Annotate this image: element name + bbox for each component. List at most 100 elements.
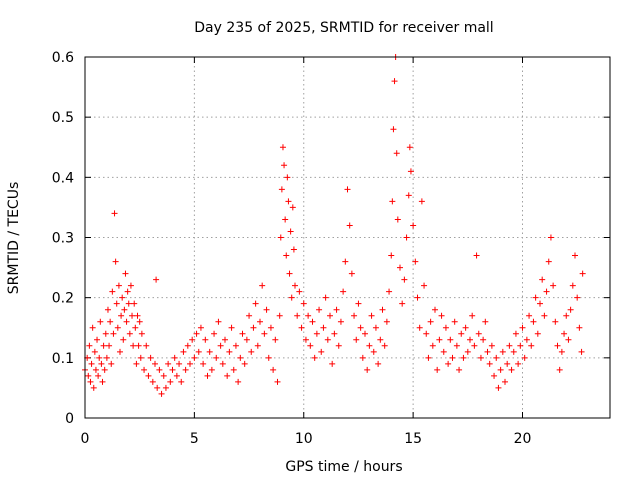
data-point (425, 354, 432, 361)
data-point (412, 258, 419, 265)
data-point (257, 318, 263, 325)
data-point (158, 390, 165, 397)
data-point (506, 342, 513, 349)
data-point (471, 342, 478, 349)
data-point (499, 348, 506, 355)
data-point (261, 330, 268, 337)
data-point (138, 330, 145, 337)
data-point (346, 222, 353, 229)
data-point (122, 270, 129, 277)
data-point (270, 366, 277, 373)
data-point (284, 174, 291, 181)
data-point (368, 312, 375, 319)
data-point (130, 342, 137, 349)
data-point (517, 342, 524, 349)
data-point (86, 342, 93, 349)
data-point (104, 306, 111, 313)
data-point (152, 360, 158, 367)
data-point (351, 312, 358, 319)
data-point (340, 288, 347, 295)
data-point (239, 330, 246, 337)
data-point (111, 210, 118, 217)
data-point (296, 288, 303, 295)
data-point (120, 336, 127, 343)
data-point (394, 216, 401, 223)
data-point (156, 366, 163, 373)
data-point (171, 354, 178, 361)
data-point (97, 318, 104, 325)
data-point (331, 330, 338, 337)
data-point (202, 336, 209, 343)
data-point (132, 324, 139, 331)
data-point (372, 324, 379, 331)
data-point (477, 354, 484, 361)
data-point (480, 336, 487, 343)
data-point (414, 294, 421, 301)
data-point (289, 204, 296, 211)
data-point (307, 342, 314, 349)
data-point (250, 324, 257, 331)
y-tick-label: 0.6 (52, 50, 74, 66)
data-point (320, 324, 327, 331)
data-point (467, 336, 473, 343)
data-point (147, 354, 154, 361)
data-point (127, 282, 134, 289)
data-point (370, 348, 377, 355)
data-point (447, 336, 454, 343)
data-point (475, 330, 482, 337)
data-point (92, 366, 99, 373)
data-point (547, 234, 554, 241)
data-point (106, 342, 113, 349)
data-point (126, 330, 133, 337)
data-point (114, 324, 121, 331)
data-point (281, 162, 288, 169)
data-point (574, 294, 581, 301)
x-tick-label: 20 (514, 431, 532, 447)
data-point (366, 342, 373, 349)
y-tick-label: 0.1 (52, 351, 74, 367)
data-point (429, 342, 436, 349)
data-point (379, 306, 386, 313)
data-point (169, 366, 176, 373)
data-point (226, 348, 233, 355)
data-point (283, 252, 290, 259)
data-point (403, 234, 410, 241)
data-point (102, 330, 109, 337)
data-point (364, 366, 371, 373)
y-tick-label: 0.3 (52, 231, 74, 247)
data-point (578, 348, 585, 355)
data-point (543, 288, 550, 295)
data-point (491, 372, 498, 379)
data-point (162, 384, 169, 391)
data-point (309, 318, 316, 325)
data-point (187, 360, 193, 367)
data-point (217, 342, 224, 349)
data-point (145, 372, 152, 379)
plot-frame (84, 56, 611, 419)
data-point (484, 348, 491, 355)
data-point (208, 366, 215, 373)
data-point (153, 276, 160, 283)
data-point (407, 168, 414, 175)
data-point (265, 354, 272, 361)
data-point (89, 324, 96, 331)
data-point (178, 378, 185, 385)
data-point (100, 342, 107, 349)
data-point (421, 282, 428, 289)
data-point (136, 318, 143, 325)
data-point (173, 372, 180, 379)
data-point (576, 324, 583, 331)
data-point (292, 282, 298, 289)
data-point (359, 354, 366, 361)
data-point (554, 342, 561, 349)
data-point (556, 366, 563, 373)
data-point (519, 324, 526, 331)
data-point (95, 372, 102, 379)
data-point (563, 312, 570, 319)
data-point (288, 294, 295, 301)
data-point (545, 258, 552, 265)
data-point (550, 282, 557, 289)
data-point (135, 342, 142, 349)
data-point (377, 336, 384, 343)
data-point (276, 312, 283, 319)
